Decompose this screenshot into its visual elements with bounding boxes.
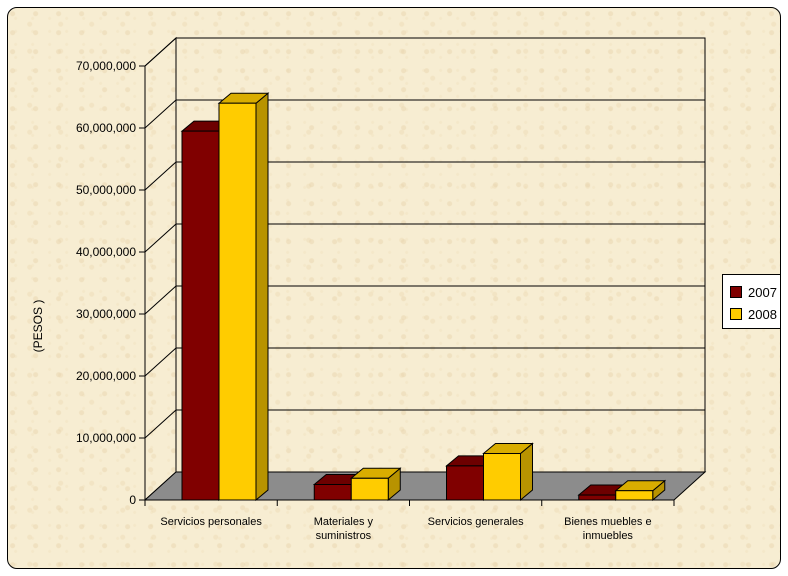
- x-tick-label-3-0: Bienes muebles e: [564, 516, 651, 528]
- bar-side: [255, 92, 269, 502]
- bar-front: [218, 102, 257, 501]
- gridline-1: [144, 409, 705, 439]
- x-tick-label-1-0: Materiales y: [314, 516, 374, 528]
- bar-front: [578, 494, 617, 501]
- bar-front: [350, 477, 389, 501]
- legend-label-2008: 2008: [748, 306, 777, 322]
- gridline-2: [144, 347, 705, 377]
- y-tick-label-3: 30,000,000: [76, 307, 136, 321]
- y-tick-label-2: 20,000,000: [76, 369, 136, 383]
- bar-2008-3: [614, 479, 667, 502]
- y-tick-label-7: 70,000,000: [76, 59, 136, 73]
- x-tick-label-1-1: suministros: [316, 530, 372, 542]
- legend-item-2007: 2007: [730, 281, 780, 303]
- tick-labels: 0 10,000,000 20,000,000 30,000,000 40,000,00…: [76, 59, 652, 542]
- legend: 2007 2008: [722, 274, 780, 329]
- legend-item-2008: 2008: [730, 303, 780, 325]
- x-tick-label-3-1: inmuebles: [583, 530, 634, 542]
- gridline-6: [144, 99, 705, 129]
- bar-front: [615, 490, 654, 501]
- bar-front: [181, 130, 220, 501]
- legend-swatch-2007: [730, 286, 742, 298]
- gridline-7: [144, 37, 705, 67]
- bar-chart: 0 10,000,000 20,000,000 30,000,000 40,000,00…: [31, 36, 707, 542]
- bar-2008-1: [349, 467, 402, 502]
- y-tick-label-0: 0: [129, 493, 136, 507]
- y-tick-label-5: 50,000,000: [76, 183, 136, 197]
- y-tick-label-1: 10,000,000: [76, 431, 136, 445]
- bar-front: [446, 465, 484, 501]
- x-tick-label-0-0: Servicios personales: [160, 516, 262, 528]
- bars: [180, 92, 667, 502]
- chart-frame: 0 10,000,000 20,000,000 30,000,000 40,000,00…: [7, 7, 781, 569]
- bar-front: [483, 453, 521, 501]
- legend-label-2007: 2007: [748, 284, 777, 300]
- y-tick-label-4: 40,000,000: [76, 245, 136, 259]
- y-axis-label: (PESOS ): [31, 300, 45, 353]
- bar-2008-0: [217, 92, 270, 502]
- bar-front: [313, 484, 352, 501]
- gridline-3: [144, 285, 705, 315]
- y-tick-label-6: 60,000,000: [76, 121, 136, 135]
- bar-2008-2: [482, 442, 534, 502]
- legend-swatch-2008: [730, 308, 742, 320]
- x-tick-label-2-0: Servicios generales: [428, 516, 524, 528]
- left-wall: [144, 36, 177, 502]
- gridline-5: [144, 161, 705, 191]
- gridline-4: [144, 223, 705, 253]
- gridlines: [144, 37, 705, 439]
